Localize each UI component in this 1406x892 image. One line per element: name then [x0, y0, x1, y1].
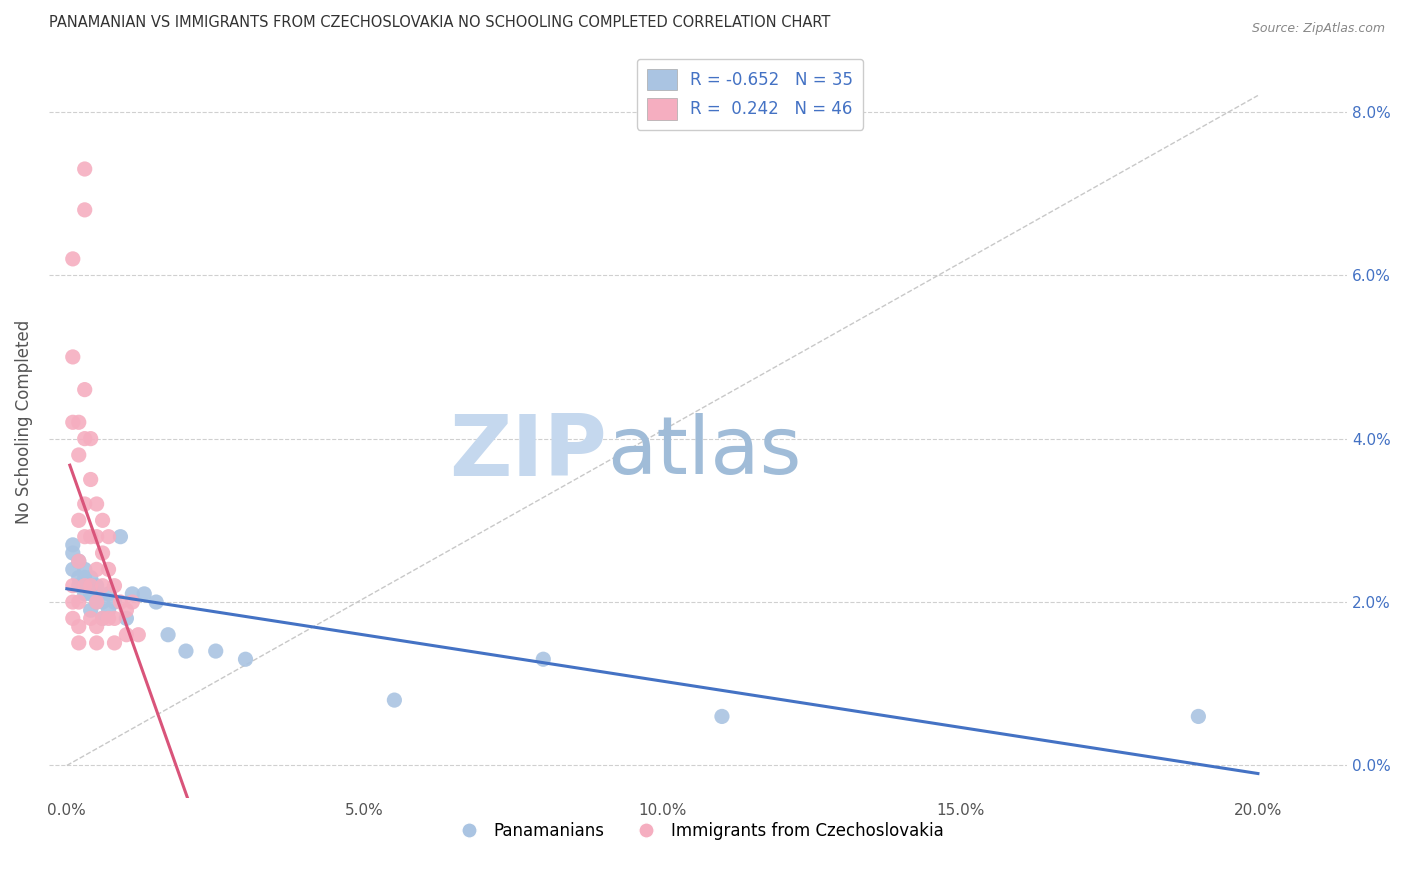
Point [86, 579, 108, 593]
Point [62, 579, 84, 593]
Point [97, 530, 120, 544]
Point [62, 546, 84, 560]
Y-axis label: No Schooling Completed: No Schooling Completed [15, 320, 32, 524]
Point [86, 587, 108, 601]
Point [103, 579, 125, 593]
Point [67, 554, 90, 568]
Point [79, 473, 101, 487]
Point [134, 587, 156, 601]
Point [73, 570, 96, 584]
Point [79, 570, 101, 584]
Text: PANAMANIAN VS IMMIGRANTS FROM CZECHOSLOVAKIA NO SCHOOLING COMPLETED CORRELATION : PANAMANIAN VS IMMIGRANTS FROM CZECHOSLOV… [49, 15, 831, 30]
Legend: Panamanians, Immigrants from Czechoslovakia: Panamanians, Immigrants from Czechoslova… [446, 815, 950, 847]
Point [115, 603, 138, 617]
Point [79, 603, 101, 617]
Point [67, 448, 90, 462]
Point [86, 530, 108, 544]
Point [86, 619, 108, 633]
Point [127, 628, 149, 642]
Point [235, 652, 257, 666]
Point [1187, 709, 1209, 723]
Point [79, 587, 101, 601]
Point [62, 252, 84, 266]
Point [115, 611, 138, 625]
Point [121, 595, 143, 609]
Point [174, 644, 197, 658]
Point [86, 636, 108, 650]
Point [67, 595, 90, 609]
Point [157, 628, 180, 642]
Point [67, 415, 90, 429]
Point [103, 636, 125, 650]
Point [97, 562, 120, 576]
Point [73, 497, 96, 511]
Point [62, 595, 84, 609]
Point [62, 415, 84, 429]
Point [73, 161, 96, 176]
Point [62, 611, 84, 625]
Point [79, 432, 101, 446]
Point [86, 497, 108, 511]
Point [204, 644, 226, 658]
Point [710, 709, 733, 723]
Point [97, 603, 120, 617]
Point [91, 579, 114, 593]
Point [110, 530, 132, 544]
Point [73, 530, 96, 544]
Text: Source: ZipAtlas.com: Source: ZipAtlas.com [1251, 22, 1385, 36]
Point [73, 587, 96, 601]
Text: atlas: atlas [607, 413, 801, 491]
Point [86, 595, 108, 609]
Text: ZIP: ZIP [450, 411, 607, 494]
Point [110, 595, 132, 609]
Point [73, 579, 96, 593]
Point [79, 530, 101, 544]
Point [86, 595, 108, 609]
Point [121, 587, 143, 601]
Point [67, 554, 90, 568]
Point [62, 350, 84, 364]
Point [79, 579, 101, 593]
Point [67, 570, 90, 584]
Point [91, 611, 114, 625]
Point [384, 693, 406, 707]
Point [62, 538, 84, 552]
Point [103, 611, 125, 625]
Point [73, 579, 96, 593]
Point [73, 432, 96, 446]
Point [73, 383, 96, 397]
Point [67, 636, 90, 650]
Point [73, 202, 96, 217]
Point [531, 652, 554, 666]
Point [67, 619, 90, 633]
Point [86, 562, 108, 576]
Point [91, 595, 114, 609]
Point [97, 587, 120, 601]
Point [145, 595, 167, 609]
Point [79, 611, 101, 625]
Point [115, 628, 138, 642]
Point [67, 513, 90, 527]
Point [91, 513, 114, 527]
Point [103, 595, 125, 609]
Point [97, 611, 120, 625]
Point [67, 579, 90, 593]
Point [79, 579, 101, 593]
Point [62, 562, 84, 576]
Point [91, 611, 114, 625]
Point [91, 546, 114, 560]
Point [73, 562, 96, 576]
